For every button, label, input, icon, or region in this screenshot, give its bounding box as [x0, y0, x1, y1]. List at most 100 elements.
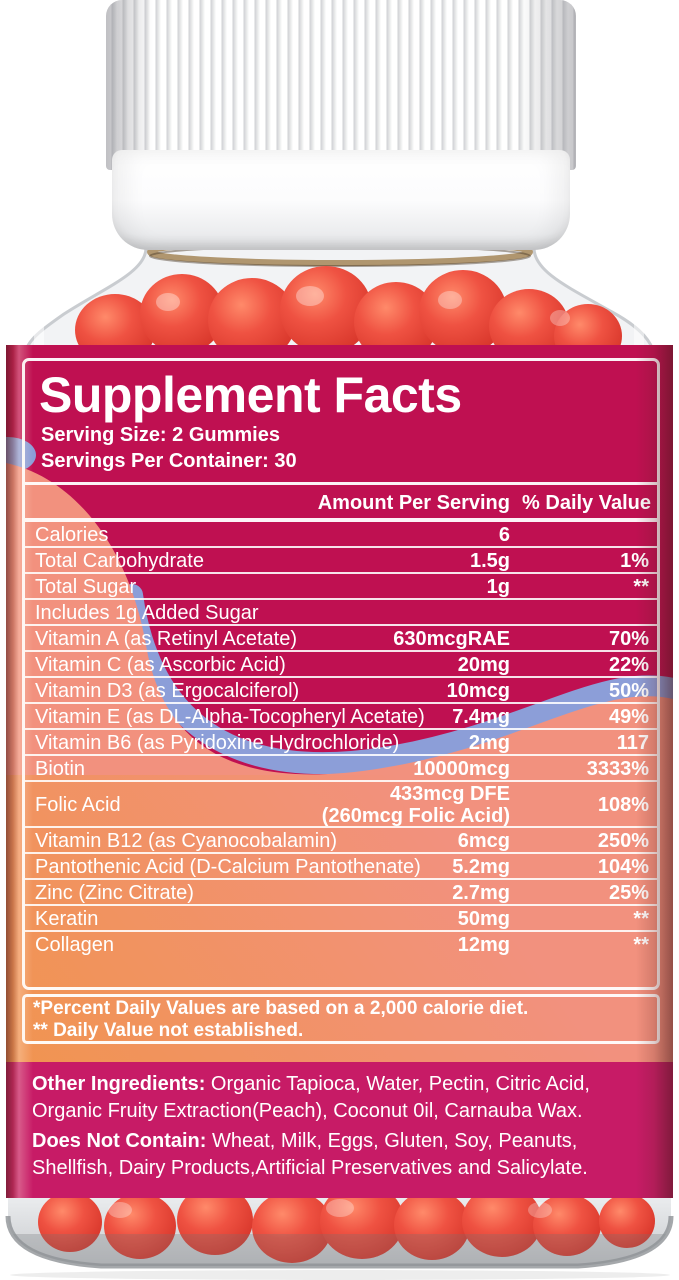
row-amount-line1: 7.4mg — [452, 706, 510, 728]
row-amount-line1: 10000mcg — [413, 758, 510, 780]
footnote-not-established: ** Daily Value not established. — [33, 1020, 304, 1041]
row-daily-value: 49% — [608, 706, 649, 728]
row-name: Vitamin C (as Ascorbic Acid) — [35, 654, 286, 676]
facts-header: Supplement Facts Serving Size: 2 Gummies… — [25, 369, 657, 485]
row-name: Biotin — [35, 758, 86, 780]
does-not-contain: Does Not Contain: Wheat, Milk, Eggs, Glu… — [32, 1128, 645, 1182]
row-name: Vitamin B6 (as Pyridoxine Hydrochloride) — [35, 732, 400, 754]
row-amount-line1: 1g — [486, 576, 510, 598]
row-daily-value: ** — [633, 908, 649, 930]
facts-row: Vitamin C (as Ascorbic Acid) 20mg 22% — [25, 652, 657, 678]
row-amount-line1: 50mg — [457, 908, 510, 930]
serving-size: Serving Size: 2 Gummies — [41, 424, 280, 446]
row-name: Includes 1g Added Sugar — [35, 602, 259, 624]
row-amount: 7.4mg — [452, 704, 510, 730]
row-daily-value: 1% — [620, 550, 649, 572]
facts-row: Folic Acid 433mcg DFE (260mcg Folic Acid) 1… — [25, 782, 657, 828]
column-header-amount: Amount Per Serving — [317, 492, 510, 514]
row-amount-line1: 5.2mg — [452, 856, 510, 878]
row-name: Pantothenic Acid (D-Calcium Pantothenate… — [35, 856, 421, 878]
row-amount-line1: 6mcg — [457, 830, 510, 852]
row-amount: 20mg — [458, 652, 510, 678]
facts-frame: Supplement Facts Serving Size: 2 Gummies… — [22, 358, 660, 990]
row-daily-value: 50% — [608, 680, 649, 702]
facts-row: Vitamin B6 (as Pyridoxine Hydrochloride)… — [25, 730, 657, 756]
row-daily-value: 25% — [608, 882, 649, 904]
row-daily-value: ** — [633, 934, 649, 956]
row-daily-value: 3333% — [586, 758, 649, 780]
facts-row: Includes 1g Added Sugar — [25, 600, 657, 626]
row-name: Folic Acid — [35, 794, 121, 816]
facts-row: Vitamin B12 (as Cyanocobalamin) 6mcg 250% — [25, 828, 657, 854]
bottle-cap-band — [112, 150, 570, 250]
row-amount-line1: 2mg — [468, 732, 510, 754]
row-amount: 6 — [499, 522, 510, 548]
row-amount: 10mcg — [447, 678, 510, 704]
facts-row: Vitamin D3 (as Ergocalciferol) 10mcg 50% — [25, 678, 657, 704]
facts-row: Total Sugar 1g ** — [25, 574, 657, 600]
row-name: Total Sugar — [35, 576, 137, 598]
facts-row: Calories 6 — [25, 522, 657, 548]
facts-row: Collagen 12mg ** — [25, 932, 657, 958]
row-amount-line1: 12mg — [457, 934, 510, 956]
row-name: Vitamin A (as Retinyl Acetate) — [35, 628, 297, 650]
row-amount: 630mcgRAE — [393, 626, 510, 652]
footnote-daily-values: *Percent Daily Values are based on a 2,0… — [33, 998, 529, 1019]
row-daily-value: 108% — [597, 794, 649, 816]
column-headers: Amount Per Serving % Daily Value — [25, 485, 657, 522]
row-name: Total Carbohydrate — [35, 550, 204, 572]
row-amount: 2mg — [469, 730, 510, 756]
row-amount-line1: 1.5g — [469, 550, 510, 572]
facts-row: Biotin 10000mcg 3333% — [25, 756, 657, 782]
row-name: Vitamin B12 (as Cyanocobalamin) — [35, 830, 338, 852]
row-amount-line1: 10mcg — [446, 680, 510, 702]
row-daily-value: 104% — [597, 856, 649, 878]
row-amount: 10000mcg — [413, 756, 510, 782]
row-amount: 1.5g — [470, 548, 510, 574]
row-amount-line1: 433mcg DFE — [389, 783, 510, 805]
footnote-box: *Percent Daily Values are based on a 2,0… — [22, 994, 660, 1044]
column-header-daily-value: % Daily Value — [522, 492, 651, 514]
row-amount-line1: 630mcgRAE — [393, 628, 510, 650]
facts-row: Keratin 50mg ** — [25, 906, 657, 932]
facts-row: Zinc (Zinc Citrate) 2.7mg 25% — [25, 880, 657, 906]
facts-rows: Calories 6 Total Carbohydrate 1.5g 1% Total S… — [25, 522, 657, 958]
row-daily-value: 70% — [608, 628, 649, 650]
row-amount: 2.7mg — [452, 880, 510, 906]
row-daily-value: 22% — [608, 654, 649, 676]
row-daily-value: 250% — [597, 830, 649, 852]
other-ingredients-label: Other Ingredients: — [32, 1073, 206, 1095]
row-name: Zinc (Zinc Citrate) — [35, 882, 194, 904]
row-daily-value: 117 — [616, 732, 649, 754]
servings-per-container: Servings Per Container: 30 — [41, 450, 297, 472]
facts-row: Pantothenic Acid (D-Calcium Pantothenate… — [25, 854, 657, 880]
ingredients-section: Other Ingredients: Organic Tapioca, Wate… — [6, 1062, 673, 1198]
jar-bottom-gummies — [5, 1194, 674, 1280]
supplement-label: Supplement Facts Serving Size: 2 Gummies… — [6, 345, 673, 1198]
bottle-cap-ribbed — [106, 0, 576, 170]
row-amount-line1: 2.7mg — [452, 882, 510, 904]
facts-row: Total Carbohydrate 1.5g 1% — [25, 548, 657, 574]
row-amount-line2: (260mcg Folic Acid) — [321, 805, 510, 827]
row-amount: 6mcg — [458, 828, 510, 854]
gummies-bottom — [8, 1194, 671, 1266]
row-amount: 1g — [487, 574, 510, 600]
facts-row: Vitamin E (as DL-Alpha-Tocopheryl Acetat… — [25, 704, 657, 730]
row-name: Vitamin D3 (as Ergocalciferol) — [35, 680, 300, 702]
row-name: Collagen — [35, 934, 114, 956]
does-not-contain-label: Does Not Contain: — [32, 1130, 207, 1152]
row-name: Vitamin E (as DL-Alpha-Tocopheryl Acetat… — [35, 706, 425, 728]
row-name: Keratin — [35, 908, 99, 930]
row-amount: 433mcg DFE (260mcg Folic Acid) — [322, 783, 510, 827]
row-name: Calories — [35, 524, 109, 546]
row-amount-line1: 20mg — [457, 654, 510, 676]
row-amount: 5.2mg — [452, 854, 510, 880]
gummies-top — [75, 266, 622, 350]
row-amount: 50mg — [458, 906, 510, 932]
row-amount: 12mg — [458, 932, 510, 958]
facts-row: Vitamin A (as Retinyl Acetate) 630mcgRAE 7… — [25, 626, 657, 652]
row-amount-line1: 6 — [498, 524, 510, 546]
other-ingredients: Other Ingredients: Organic Tapioca, Wate… — [32, 1071, 645, 1125]
jar-neck-gummies — [24, 222, 655, 350]
